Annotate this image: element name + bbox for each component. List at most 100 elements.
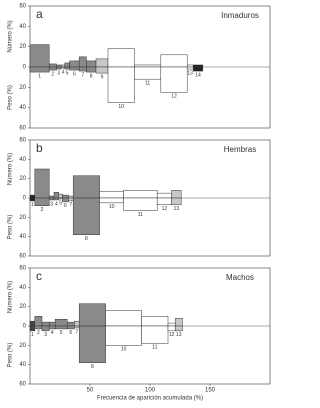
y-tick-label: 40 <box>19 285 26 291</box>
y-axis-label-top: Número (%) <box>8 153 14 185</box>
number-box <box>62 194 69 199</box>
number-box <box>48 195 55 199</box>
y-tick-label: 40 <box>19 362 26 368</box>
x-tick-label: 100 <box>145 388 156 394</box>
number-box <box>192 64 204 68</box>
y-tick-label: 60 <box>19 382 26 388</box>
panel-label: c <box>36 269 42 283</box>
item-label: 7 <box>81 72 84 78</box>
number-box <box>156 192 172 199</box>
item-label: 7 <box>75 329 78 335</box>
weight-box <box>53 197 60 201</box>
weight-box <box>105 325 142 346</box>
weight-box <box>29 325 36 332</box>
weight-box <box>69 66 80 71</box>
x-axis-label: Frecuencia de aparición acumulada (%) <box>97 396 203 402</box>
number-box <box>167 322 176 327</box>
y-tick-label: 40 <box>19 157 26 163</box>
y-tick-label: 60 <box>19 126 26 132</box>
weight-box <box>78 325 106 363</box>
weight-box <box>156 197 172 206</box>
weight-box <box>74 325 80 329</box>
y-tick-label: 20 <box>19 215 26 221</box>
item-label: 8 <box>90 73 93 79</box>
weight-box <box>167 325 176 332</box>
weight-box <box>99 197 124 204</box>
number-box <box>123 190 158 199</box>
weight-box <box>72 197 100 235</box>
weight-box <box>192 66 204 72</box>
item-label: 4 <box>55 201 58 207</box>
number-box <box>69 60 80 68</box>
number-box <box>58 193 63 199</box>
number-box <box>171 190 182 199</box>
number-box <box>105 310 142 327</box>
weight-box <box>107 66 135 103</box>
weight-box <box>29 66 50 73</box>
weight-box <box>141 325 169 344</box>
number-box <box>86 60 97 68</box>
number-box <box>29 44 50 68</box>
item-label: 11 <box>145 81 150 87</box>
number-box <box>107 48 135 68</box>
weight-box <box>29 197 36 202</box>
item-label: 12 <box>162 206 168 212</box>
number-box <box>186 64 194 68</box>
weight-box <box>66 325 75 330</box>
weight-box <box>171 197 182 206</box>
y-tick-label: 60 <box>19 138 26 144</box>
y-tick-label: 20 <box>19 176 26 182</box>
y-axis-label-bottom: Peso (%) <box>8 215 14 240</box>
item-label: 1 <box>31 332 34 338</box>
number-box <box>64 62 70 68</box>
number-box <box>134 64 162 68</box>
number-box <box>68 195 74 199</box>
item-label: 10 <box>118 104 124 110</box>
number-box <box>48 321 56 327</box>
y-tick-label: 20 <box>19 343 26 349</box>
item-label: 2 <box>51 71 54 77</box>
y-tick-label: 20 <box>19 85 26 91</box>
number-box <box>54 318 68 327</box>
number-box <box>78 303 106 327</box>
item-label: 12 <box>169 332 175 338</box>
y-tick-label: 40 <box>19 234 26 240</box>
item-label: 3 <box>57 70 60 76</box>
y-axis-label-top: Número (%) <box>8 20 14 52</box>
weight-box <box>60 66 66 69</box>
item-label: 5 <box>60 330 63 336</box>
weight-box <box>34 197 50 206</box>
item-label: 11 <box>152 345 157 351</box>
weight-box <box>64 66 70 70</box>
number-box <box>29 194 36 199</box>
weight-box <box>134 66 162 80</box>
weight-box <box>41 325 50 332</box>
weight-box <box>68 197 74 202</box>
item-label: 4 <box>62 69 65 75</box>
number-box <box>34 168 50 199</box>
number-box <box>99 190 124 199</box>
item-label: 6 <box>69 330 72 336</box>
y-axis-label-top: Número (%) <box>8 281 14 313</box>
item-label: 6 <box>64 203 67 209</box>
number-box <box>141 316 169 327</box>
item-label: 13 <box>174 206 180 212</box>
weight-box <box>186 66 194 70</box>
item-label: 13 <box>187 70 193 76</box>
y-tick-label: 0 <box>23 65 27 71</box>
number-box <box>78 56 87 68</box>
number-box <box>34 316 43 327</box>
weight-box <box>160 66 188 93</box>
y-tick-label: 0 <box>23 324 27 330</box>
y-tick-label: 60 <box>19 266 26 272</box>
weight-box <box>48 66 57 71</box>
item-label: 3 <box>50 201 53 207</box>
number-box <box>95 58 109 68</box>
item-label: 8 <box>85 236 88 242</box>
number-box <box>74 320 80 327</box>
item-label: 11 <box>138 212 143 218</box>
number-box <box>53 191 60 199</box>
panel-title: Hembras <box>224 145 256 154</box>
y-tick-label: 20 <box>19 44 26 50</box>
